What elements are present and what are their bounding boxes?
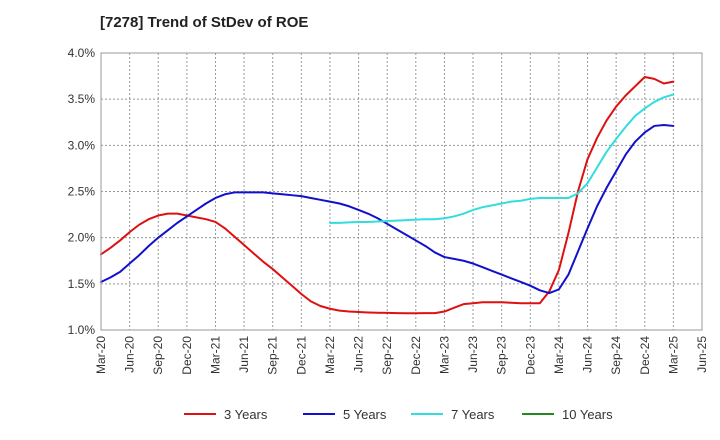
y-axis-ticks: 1.0% 1.5% 2.0% 2.5% 3.0% 3.5% 4.0% <box>68 46 96 337</box>
x-tick-label: Jun-23 <box>466 336 480 373</box>
x-tick-label: Mar-24 <box>552 336 566 374</box>
x-tick-label: Sep-24 <box>609 336 623 375</box>
x-tick-label: Dec-23 <box>523 336 537 375</box>
series-line-0 <box>100 76 675 315</box>
chart-title: [7278] Trend of StDev of ROE <box>100 14 309 31</box>
x-tick-label: Mar-22 <box>323 336 337 374</box>
y-tick-label: 1.0% <box>68 323 96 337</box>
y-tick-label: 4.0% <box>68 46 96 60</box>
x-tick-label: Jun-21 <box>237 336 251 373</box>
x-tick-label: Mar-25 <box>666 336 680 374</box>
y-tick-label: 3.0% <box>68 138 96 152</box>
y-tick-label: 2.5% <box>68 185 96 199</box>
x-tick-label: Dec-24 <box>638 336 652 375</box>
x-tick-label: Mar-20 <box>94 336 108 374</box>
x-tick-label: Mar-21 <box>208 336 222 374</box>
x-tick-label: Mar-23 <box>437 336 451 374</box>
legend: 3 Years 5 Years 7 Years 10 Years <box>184 407 613 422</box>
x-tick-label: Jun-20 <box>123 336 137 373</box>
x-tick-label: Dec-22 <box>409 336 423 375</box>
y-tick-label: 2.0% <box>68 231 96 245</box>
y-tick-label: 3.5% <box>68 92 96 106</box>
x-tick-label: Sep-20 <box>151 336 165 375</box>
x-tick-label: Jun-25 <box>695 336 709 373</box>
legend-label-1: 5 Years <box>343 407 387 422</box>
grid <box>101 53 702 330</box>
x-tick-label: Dec-21 <box>294 336 308 375</box>
x-tick-label: Jun-22 <box>352 336 366 373</box>
series-lines <box>100 76 675 315</box>
x-tick-label: Dec-20 <box>180 336 194 375</box>
legend-label-3: 10 Years <box>562 407 613 422</box>
legend-label-2: 7 Years <box>451 407 495 422</box>
legend-label-0: 3 Years <box>224 407 268 422</box>
x-tick-label: Sep-22 <box>380 336 394 375</box>
plot-frame <box>100 52 703 331</box>
y-tick-label: 1.5% <box>68 277 96 291</box>
x-tick-label: Jun-24 <box>581 336 595 373</box>
series-line-1 <box>100 124 675 295</box>
x-tick-label: Sep-23 <box>495 336 509 375</box>
x-axis-ticks: Mar-20 Jun-20 Sep-20 Dec-20 Mar-21 Jun-21 Sep-… <box>94 336 709 375</box>
x-tick-label: Sep-21 <box>266 336 280 375</box>
series-line-2 <box>328 93 675 224</box>
